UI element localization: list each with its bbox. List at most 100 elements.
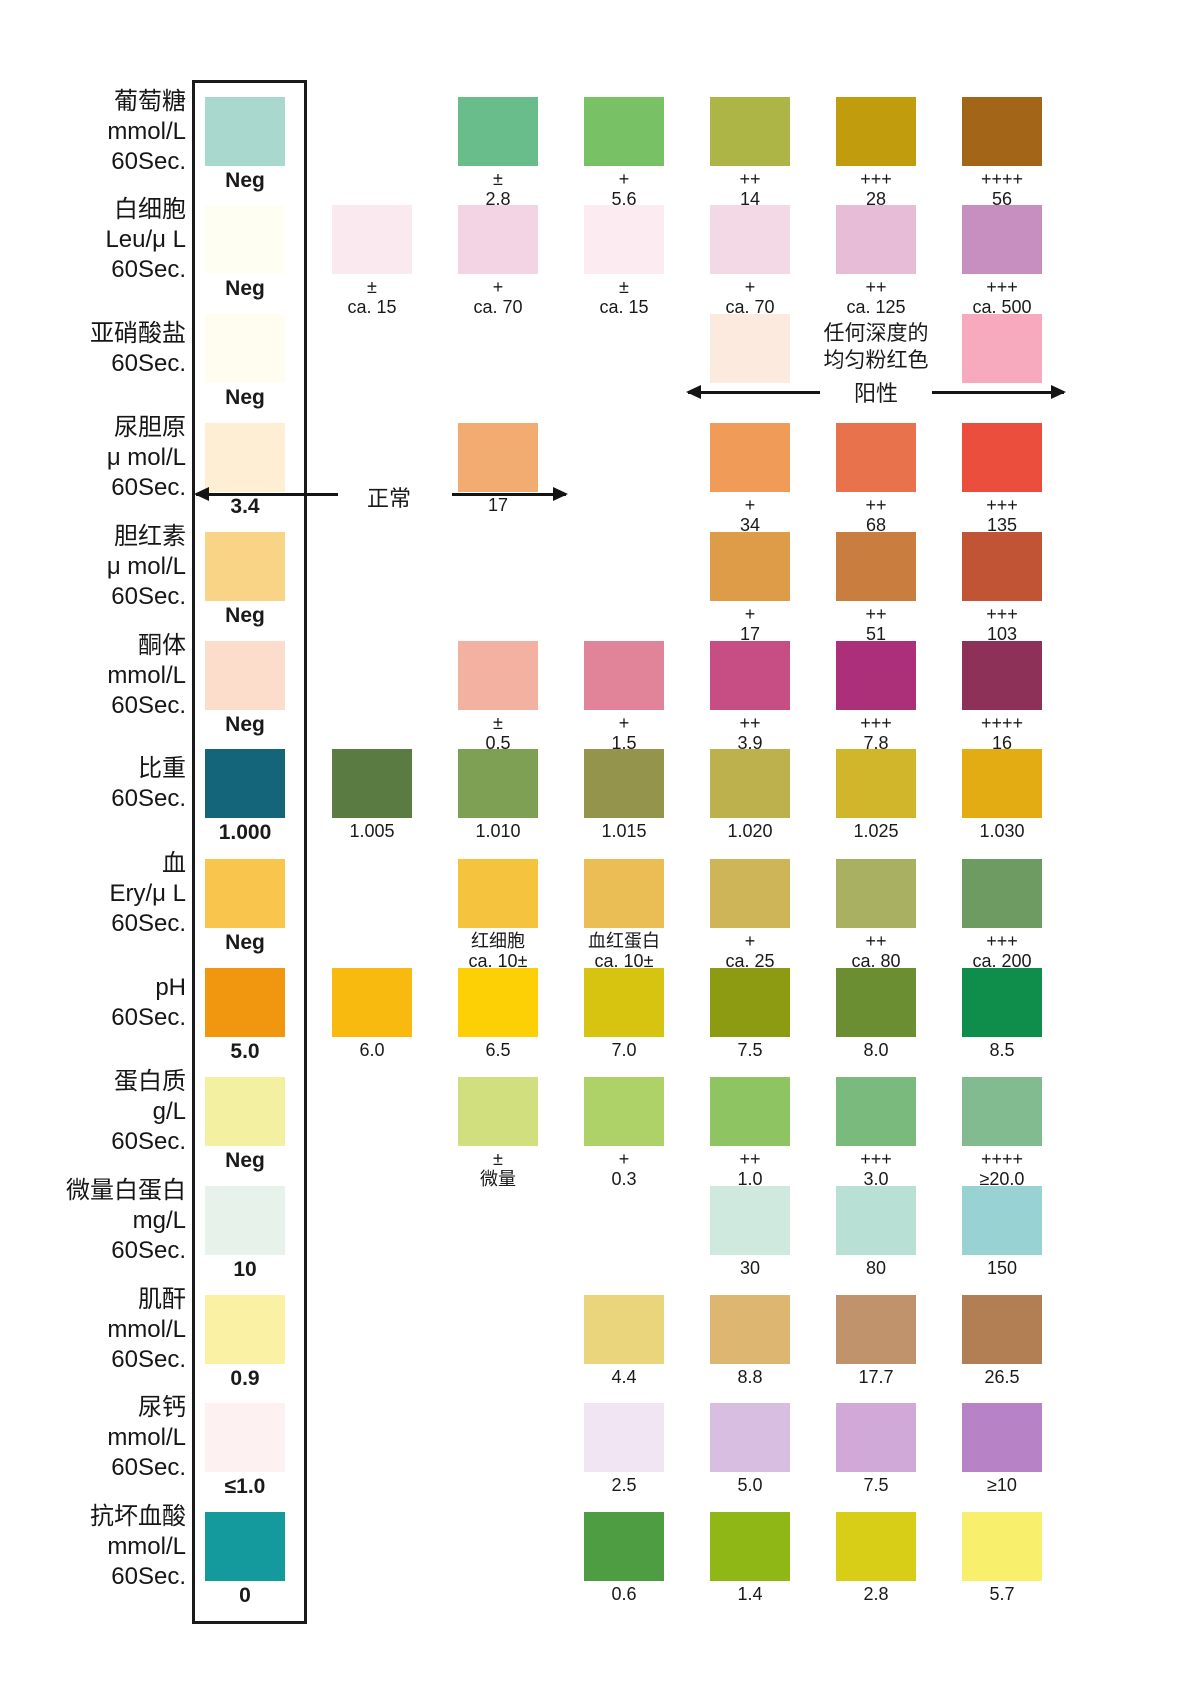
value-line: 1.030 xyxy=(979,821,1025,841)
swatch-value-label: ++ 3.9 xyxy=(680,713,820,753)
color-swatch xyxy=(584,1403,664,1472)
color-swatch xyxy=(584,641,664,710)
value-line: ca. 200 xyxy=(972,951,1032,971)
value-line: ca. 80 xyxy=(851,951,901,971)
swatch-value-label: ±2.8 xyxy=(428,169,568,209)
swatch-value-label: 3.4 xyxy=(175,495,315,518)
swatch-value-label: 1.015 xyxy=(554,821,694,841)
value-line: 14 xyxy=(739,189,761,209)
color-swatch xyxy=(962,423,1042,492)
value-line: ca. 125 xyxy=(846,297,906,317)
direction-arrow-left xyxy=(686,385,820,399)
row-label-line: 酮体 xyxy=(138,631,186,659)
value-line: ± xyxy=(493,169,503,189)
value-line: +++ xyxy=(860,713,892,733)
value-line: 2.8 xyxy=(863,1584,889,1604)
color-swatch xyxy=(205,205,285,274)
row-label-line: 蛋白质 xyxy=(114,1067,186,1095)
color-swatch xyxy=(205,641,285,710)
color-swatch xyxy=(205,1512,285,1581)
value-line: 8.5 xyxy=(989,1040,1015,1060)
swatch-value-label: ++ 68 xyxy=(806,495,946,535)
value-line: 0.6 xyxy=(611,1584,637,1604)
swatch-value-label: +1.5 xyxy=(554,713,694,753)
swatch-value-label: ± ca. 15 xyxy=(554,277,694,317)
swatch-value-label: + ca. 70 xyxy=(680,277,820,317)
swatch-value-label: +++ 135 xyxy=(932,495,1072,535)
value-line: 56 xyxy=(991,189,1013,209)
swatch-value-label: 5.0 xyxy=(175,1040,315,1063)
value-line: +++ xyxy=(986,495,1018,515)
color-swatch xyxy=(962,749,1042,818)
swatch-value-label: 0.6 xyxy=(554,1584,694,1604)
value-line: 8.8 xyxy=(737,1367,763,1387)
color-swatch xyxy=(710,1077,790,1146)
note-line: 任何深度的 xyxy=(823,322,929,345)
value-line: 4.4 xyxy=(611,1367,637,1387)
color-swatch xyxy=(584,859,664,928)
color-swatch xyxy=(836,1512,916,1581)
value-line: 血红蛋白 xyxy=(588,931,660,951)
color-swatch xyxy=(836,968,916,1037)
color-swatch xyxy=(584,205,664,274)
row-label-urobilinogen: 尿胆原 μ mol/L 60Sec. xyxy=(0,413,186,503)
swatch-value-label: 80 xyxy=(806,1258,946,1278)
value-line: Neg xyxy=(225,386,265,409)
color-swatch xyxy=(458,968,538,1037)
row-label-line: mmol/L xyxy=(107,1532,186,1560)
swatch-value-label: 血红蛋白 ca. 10± xyxy=(554,931,694,971)
value-line: 7.8 xyxy=(863,733,889,753)
row-label-line: 亚硝酸盐 xyxy=(90,319,186,347)
color-swatch xyxy=(962,968,1042,1037)
row-label-line: 肌酐 xyxy=(138,1285,186,1313)
swatch-value-label: ++ 1.0 xyxy=(680,1149,820,1189)
value-line: ++ xyxy=(865,495,887,515)
swatch-value-label: +++ 3.0 xyxy=(806,1149,946,1189)
row-label-line: mg/L xyxy=(132,1206,186,1234)
swatch-value-label: +++ 7.8 xyxy=(806,713,946,753)
value-line: ≤1.0 xyxy=(224,1475,266,1498)
color-swatch xyxy=(710,1186,790,1255)
color-swatch xyxy=(962,1295,1042,1364)
color-swatch xyxy=(836,749,916,818)
color-swatch xyxy=(962,641,1042,710)
color-swatch xyxy=(710,1403,790,1472)
value-line: 0.5 xyxy=(485,733,511,753)
value-line: ± xyxy=(367,277,377,297)
row-label-line: mmol/L xyxy=(107,1423,186,1451)
value-line: ++ xyxy=(739,713,761,733)
row-label-line: 60Sec. xyxy=(111,1562,186,1590)
note-line: 均匀粉红色 xyxy=(823,349,929,372)
swatch-value-label: ++ 14 xyxy=(680,169,820,209)
swatch-value-label: ++++ ≥20.0 xyxy=(932,1149,1072,1189)
color-swatch xyxy=(836,859,916,928)
value-line: 7.0 xyxy=(611,1040,637,1060)
negative-column-box xyxy=(192,80,307,1624)
row-label-blood: 血 Ery/μ L 60Sec. xyxy=(0,849,186,939)
value-line: 6.5 xyxy=(485,1040,511,1060)
swatch-value-label: 30 xyxy=(680,1258,820,1278)
row-label-line: 尿钙 xyxy=(138,1393,186,1421)
color-swatch xyxy=(205,1077,285,1146)
value-line: 微量 xyxy=(480,1169,516,1189)
value-line: 8.0 xyxy=(863,1040,889,1060)
row-label-glucose: 葡萄糖 mmol/L 60Sec. xyxy=(0,87,186,177)
value-line: ++ xyxy=(739,169,761,189)
color-swatch xyxy=(710,205,790,274)
value-line: +++ xyxy=(860,1149,892,1169)
swatch-value-label: 26.5 xyxy=(932,1367,1072,1387)
color-swatch xyxy=(205,423,285,492)
swatch-value-label: Neg xyxy=(175,604,315,627)
value-line: 1.010 xyxy=(475,821,521,841)
swatch-value-label: 4.4 xyxy=(554,1367,694,1387)
color-swatch xyxy=(710,749,790,818)
value-line: 51 xyxy=(865,624,887,644)
row-label-line: 白细胞 xyxy=(114,195,186,223)
row-label-line: μ mol/L xyxy=(106,443,186,471)
value-line: + xyxy=(744,495,756,515)
color-swatch xyxy=(458,1077,538,1146)
value-line: 1.0 xyxy=(737,1169,763,1189)
direction-arrow-left xyxy=(194,487,338,501)
color-swatch xyxy=(962,1186,1042,1255)
row-label-line: 60Sec. xyxy=(111,147,186,175)
